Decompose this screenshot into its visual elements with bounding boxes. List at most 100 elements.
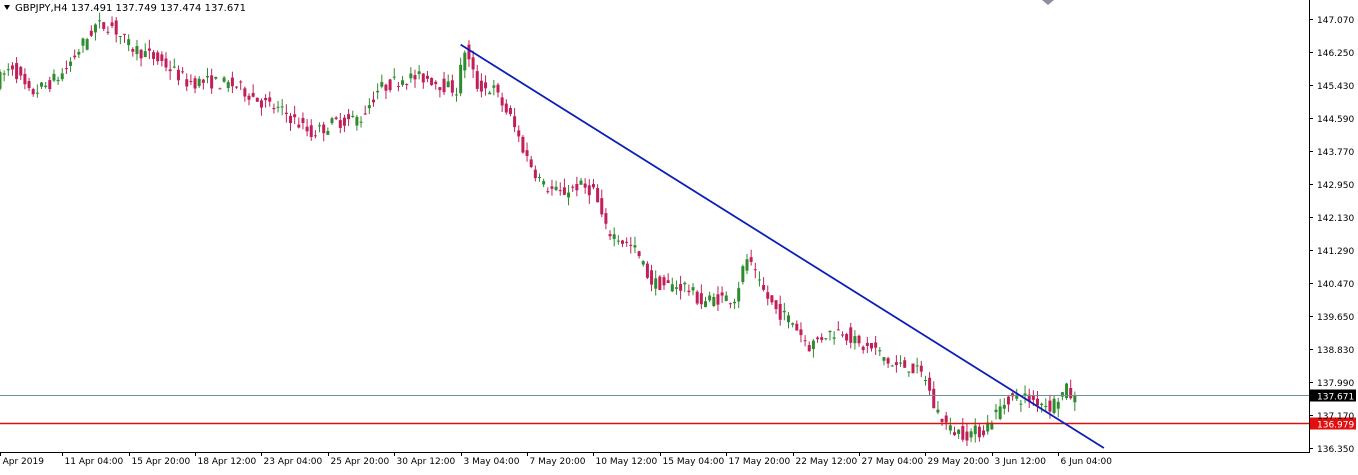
candle: [10, 62, 14, 76]
candle: [210, 68, 214, 94]
candle: [832, 331, 836, 345]
candle: [127, 34, 131, 52]
candle-body: [93, 24, 97, 33]
candle: [882, 357, 886, 366]
candle: [870, 342, 873, 352]
candle-body: [239, 81, 243, 83]
candle-body: [816, 337, 820, 340]
candle-body: [438, 87, 442, 91]
candle-body: [782, 310, 786, 313]
candle-body: [322, 124, 326, 134]
candle-body: [791, 323, 795, 325]
candle-body: [562, 187, 566, 195]
candle-body: [210, 75, 214, 89]
candle: [820, 333, 824, 343]
candle-body: [944, 415, 948, 423]
candle-body: [1015, 394, 1019, 399]
candle-body: [160, 54, 164, 61]
candle-body: [243, 88, 247, 97]
time-tick-label: 6 Jun 04:00: [1061, 457, 1113, 467]
candle: [176, 65, 180, 86]
candle-body: [587, 185, 591, 196]
candle-body: [994, 409, 998, 413]
candle: [940, 418, 944, 426]
candle-body: [214, 76, 218, 79]
candle: [990, 420, 994, 430]
candle: [903, 356, 907, 368]
candle: [73, 49, 77, 60]
candle: [533, 165, 537, 182]
candle: [654, 270, 658, 296]
candle-body: [396, 86, 400, 88]
candle-body: [176, 69, 180, 81]
candle-body: [720, 292, 724, 296]
candle: [81, 37, 85, 53]
plot-area[interactable]: 137.671 136.979: [0, 12, 1356, 449]
candle: [376, 83, 380, 100]
candle-body: [828, 330, 832, 333]
candle-body: [832, 337, 836, 339]
candle: [936, 400, 940, 415]
candle: [430, 77, 434, 86]
candle: [450, 74, 454, 97]
candle: [496, 82, 500, 98]
candle-body: [691, 287, 695, 291]
candle: [857, 334, 861, 347]
bid-price-tag: [1310, 389, 1356, 402]
candle: [737, 281, 741, 309]
candle: [894, 355, 898, 373]
candle: [77, 48, 81, 59]
candle-body: [363, 113, 367, 115]
candle-body: [114, 20, 118, 35]
candle-body: [969, 431, 973, 438]
candle: [849, 322, 853, 349]
candle-body: [567, 192, 571, 198]
candle: [330, 116, 334, 126]
candle: [23, 68, 27, 90]
candle-body: [351, 115, 355, 118]
candle: [98, 12, 102, 29]
triangle-down-icon[interactable]: [4, 5, 10, 10]
candle-body: [533, 169, 537, 179]
candle-body: [127, 39, 131, 46]
candle-body: [27, 81, 31, 89]
candle: [56, 76, 60, 85]
candle: [272, 103, 276, 114]
candle: [106, 26, 110, 35]
candle: [172, 58, 176, 69]
time-tick-label: 15 May 04:00: [663, 457, 725, 467]
candle-body: [998, 406, 1002, 420]
candle-body: [131, 49, 135, 52]
candle: [143, 43, 147, 58]
candle-body: [77, 51, 81, 55]
candle: [334, 116, 338, 121]
candle-body: [181, 71, 185, 73]
candle-body: [189, 80, 193, 82]
candle: [6, 63, 10, 76]
candle-body: [6, 69, 10, 71]
candle-body: [558, 190, 562, 192]
diamond-icon[interactable]: [1042, 0, 1054, 5]
candle-body: [276, 106, 280, 108]
candle: [1011, 392, 1015, 401]
candle: [1065, 382, 1069, 401]
candle: [27, 77, 31, 92]
candle: [787, 312, 790, 329]
candle-body: [430, 77, 434, 86]
candle-body: [85, 39, 89, 50]
candle-body: [139, 49, 143, 59]
candle-body: [376, 90, 380, 93]
candle-body: [986, 422, 990, 432]
candle: [641, 260, 645, 267]
candle: [728, 302, 732, 309]
candle-body: [583, 183, 587, 188]
candle-body: [313, 135, 317, 137]
candle: [1027, 388, 1031, 408]
candle-body: [724, 295, 728, 302]
candle-body: [330, 118, 334, 124]
candle: [164, 52, 168, 72]
price-tick-label: 143.770: [1317, 148, 1354, 158]
candle: [488, 90, 492, 95]
